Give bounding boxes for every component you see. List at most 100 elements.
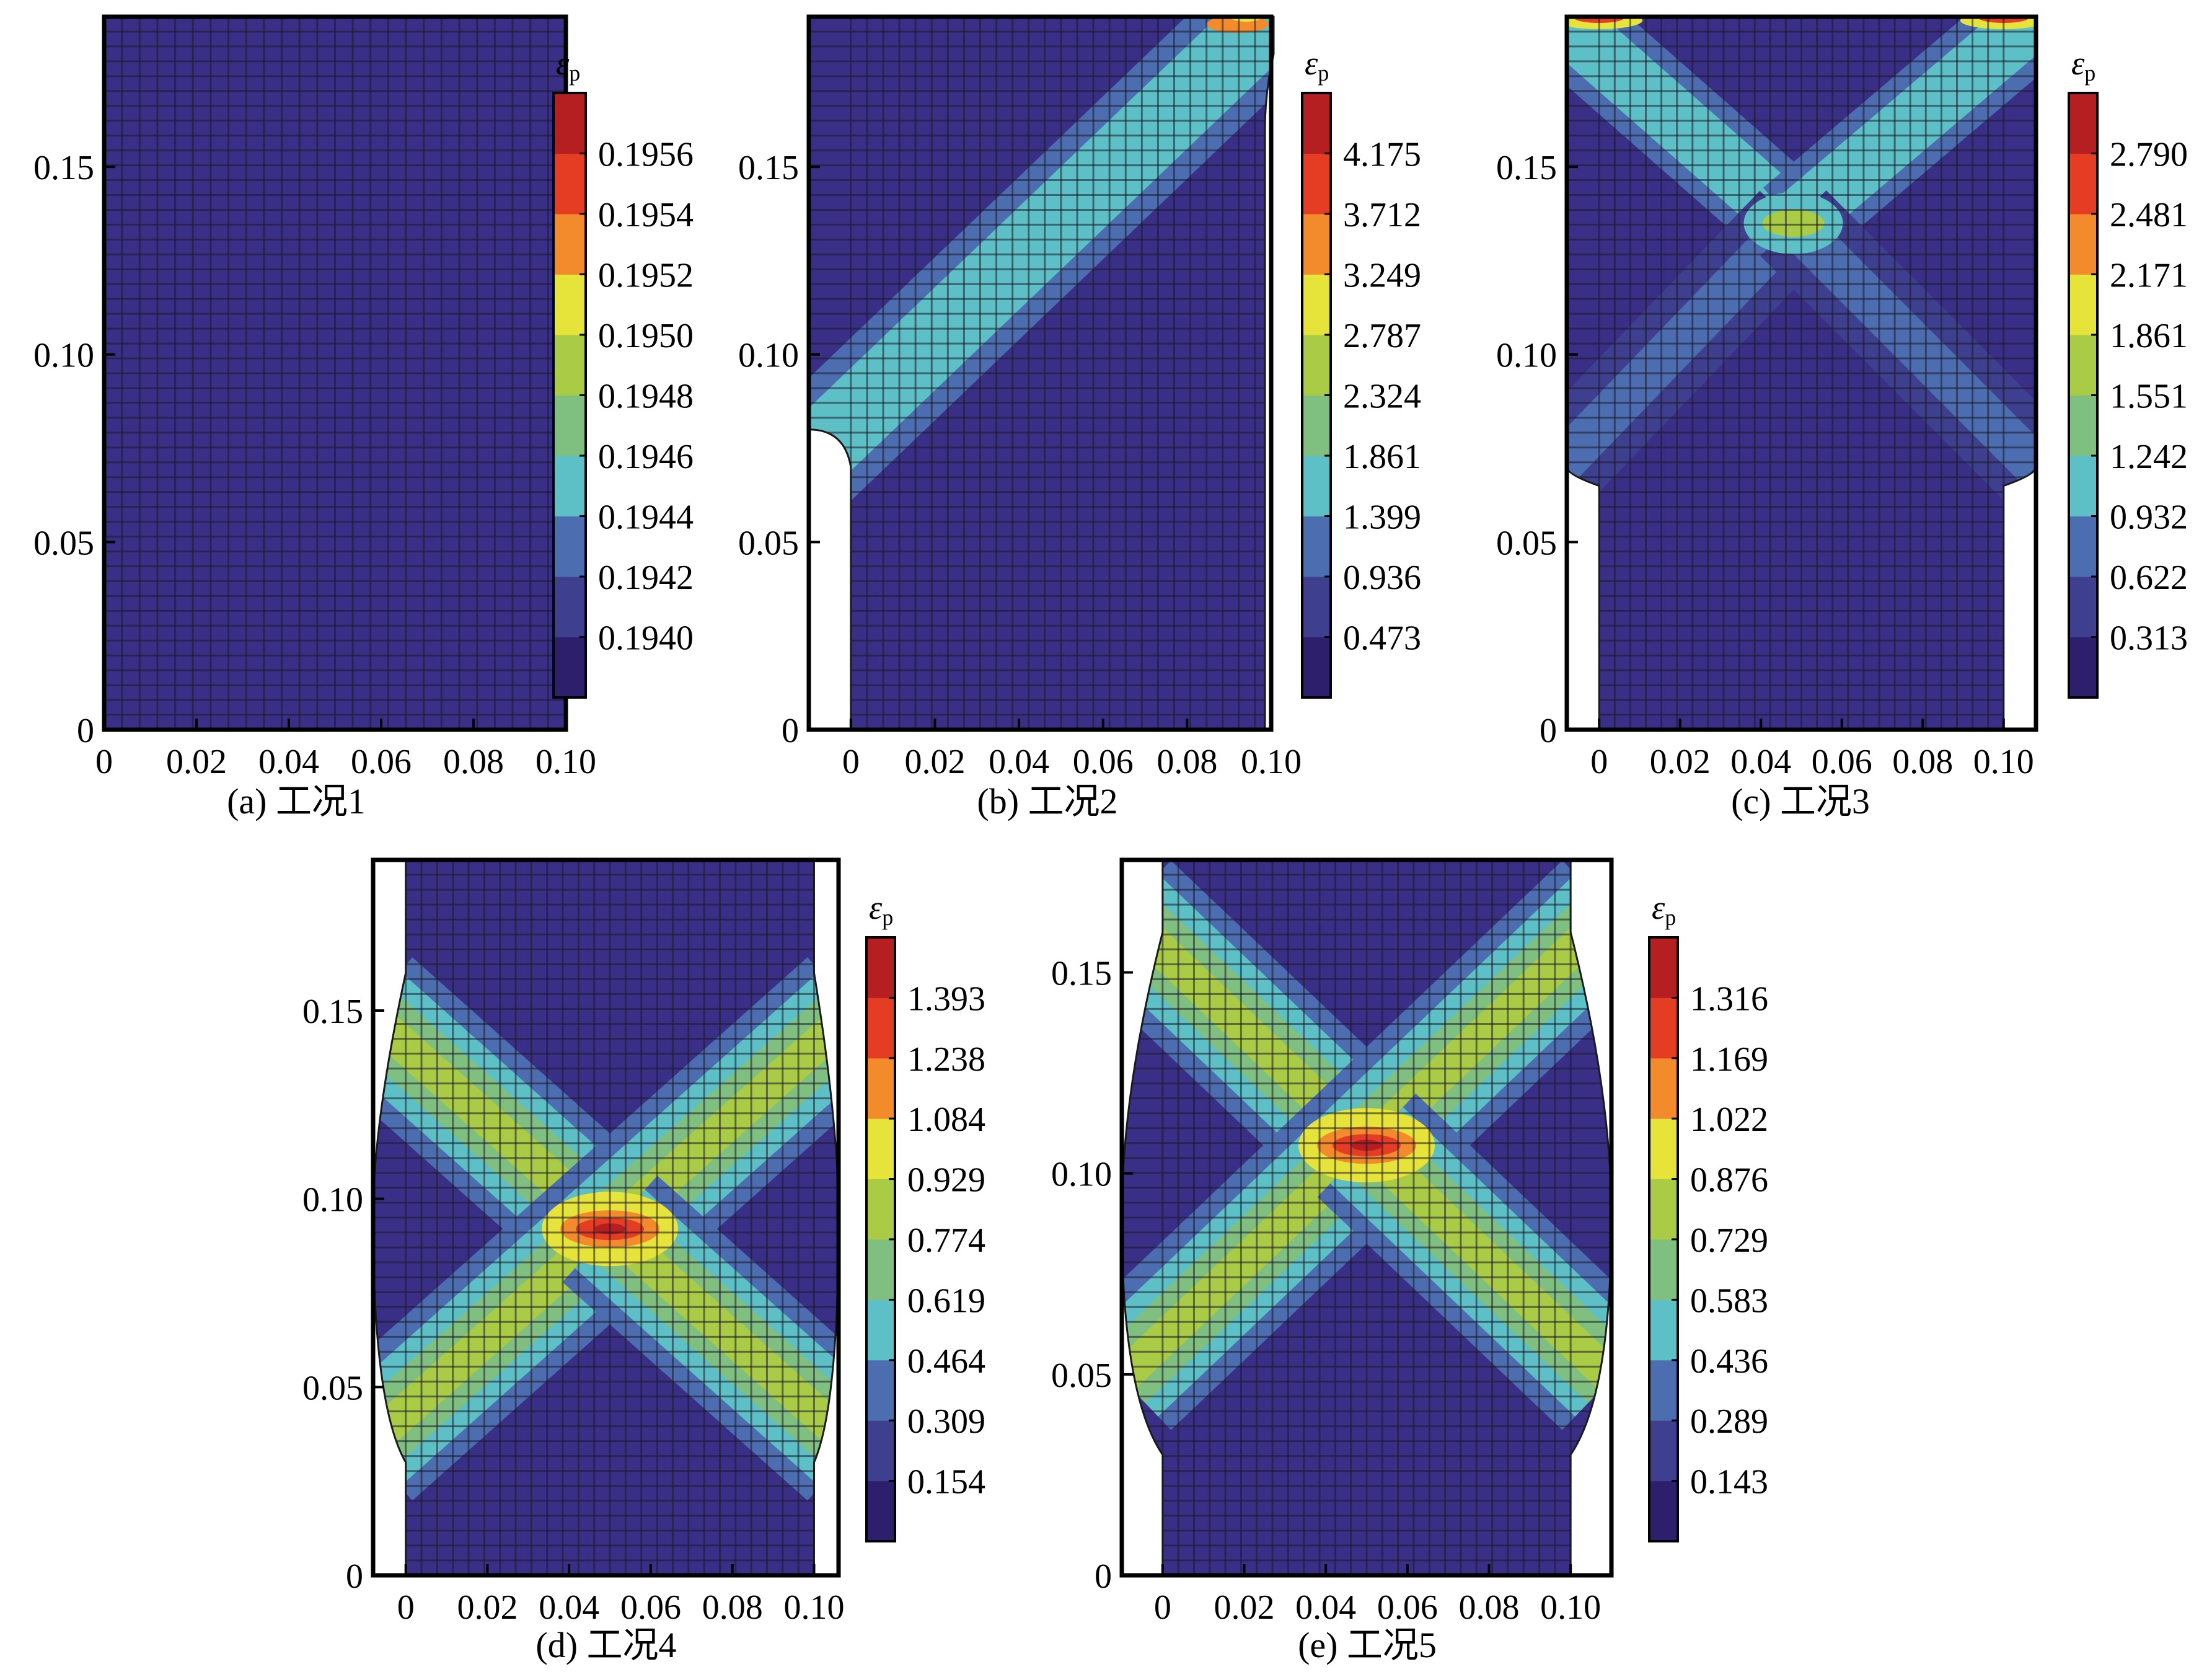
colorbar-segment [2069,335,2097,396]
colorbar-tick-label: 0.1946 [598,438,694,476]
y-tick-label: 0.10 [738,337,799,375]
colorbar-segment [553,516,586,577]
colorbar-segment [866,1480,895,1542]
colorbar-tick-label: 0.464 [907,1342,985,1381]
colorbar-segment [1649,998,1678,1059]
x-tick-label: 0.10 [1973,743,2034,781]
panel-caption: (c) 工况3 [1731,781,1870,821]
colorbar-segment [553,214,586,275]
colorbar-title-subscript: p [1318,61,1329,86]
x-tick-label: 0.02 [904,743,965,781]
colorbar-title-symbol: ε [869,889,883,926]
colorbar-segment [866,1058,895,1119]
colorbar-title-subscript: p [1665,905,1676,930]
colorbar-tick-label: 1.551 [2110,378,2188,416]
colorbar-tick-label: 0.583 [1690,1281,1768,1320]
x-tick-label: 0.10 [535,743,596,781]
x-tick-label: 0.06 [620,1588,681,1627]
colorbar-tick-label: 1.861 [2110,317,2188,355]
y-tick-label: 0 [1540,712,1557,750]
y-tick-label: 0.10 [33,337,94,375]
colorbar-segment [553,395,586,456]
colorbar-segment [553,153,586,215]
colorbar-tick-label: 0.143 [1690,1463,1768,1502]
colorbar: 0.313 0.622 0.932 1.242 1.551 1.861 2.171 2.481… [2068,45,2188,699]
colorbar-segment [2069,214,2097,275]
hot-spot [1230,17,1262,22]
panel-caption: (b) 工况2 [977,781,1117,821]
y-tick-label: 0.05 [1051,1356,1112,1395]
colorbar-segment [2069,395,2097,456]
shear-band [1778,208,2036,483]
colorbar-title: εp [556,45,580,86]
colorbar-segment [2069,274,2097,335]
colorbar-tick-label: 0.936 [1343,559,1421,597]
y-tick-label: 0.10 [1496,337,1557,375]
y-tick-label: 0 [782,712,799,750]
colorbar-tick-label: 2.787 [1343,317,1421,355]
colorbar-tick-label: 0.1952 [598,257,694,295]
colorbar-segment [1649,1179,1678,1240]
colorbar-tick-label: 1.169 [1690,1040,1768,1079]
y-tick-label: 0.15 [33,149,94,187]
colorbar-tick-label: 1.861 [1343,438,1421,476]
colorbar-tick-label: 0.876 [1690,1161,1768,1200]
x-tick-label: 0.08 [1157,743,1217,781]
x-tick-label: 0.04 [539,1588,599,1627]
colorbar-tick-label: 0.1956 [598,136,694,174]
colorbar-tick-label: 0.1950 [598,317,694,355]
hot-spot [1762,209,1825,237]
mesh-grid [104,17,566,730]
colorbar-tick-label: 1.399 [1343,498,1421,537]
colorbar-tick-label: 1.393 [907,980,985,1018]
colorbar-tick-label: 0.313 [2110,619,2188,658]
colorbar-tick-label: 4.175 [1343,136,1421,174]
colorbar-tick-label: 0.619 [907,1281,985,1320]
x-tick-label: 0.08 [443,743,504,781]
y-tick-label: 0.05 [33,524,94,562]
colorbar-segment [2069,516,2097,577]
colorbar-segment [1302,335,1331,396]
x-tick-label: 0.04 [989,743,1049,781]
y-tick-label: 0.10 [1051,1156,1112,1194]
x-tick-label: 0 [842,743,860,781]
y-tick-label: 0.15 [738,149,799,187]
colorbar-segment [2069,93,2097,154]
colorbar-segment [553,637,586,698]
x-tick-label: 0.04 [1295,1588,1356,1627]
colorbar-tick-label: 2.171 [2110,257,2188,295]
colorbar-segment [866,1239,895,1300]
colorbar-title-subscript: p [2084,61,2095,86]
colorbar-segment [1302,577,1331,637]
plot-frame [806,14,1274,732]
colorbar-tick-label: 1.084 [907,1100,985,1139]
colorbar-tick-label: 1.242 [2110,438,2188,476]
colorbar-tick-label: 0.729 [1690,1221,1768,1260]
colorbar-segment [866,1299,895,1361]
y-tick-label: 0.05 [302,1369,363,1407]
x-tick-label: 0.06 [1073,743,1134,781]
colorbar-segment [866,1360,895,1421]
colorbar-title-subscript: p [882,905,893,930]
colorbar-segment [1302,214,1331,275]
colorbar-title-symbol: ε [1652,889,1665,926]
colorbar: 0.473 0.936 1.399 1.861 2.324 2.787 3.249 3.712… [1301,45,1421,699]
colorbar-tick-label: 0.154 [907,1463,985,1502]
colorbar-tick-label: 2.324 [1343,378,1421,416]
colorbar-segment [1302,516,1331,577]
colorbar-segment [1649,1118,1678,1180]
colorbar-segment [2069,456,2097,516]
x-tick-label: 0.06 [1377,1588,1438,1627]
colorbar-tick-label: 1.238 [907,1040,985,1079]
x-tick-label: 0 [1154,1588,1171,1627]
colorbar: 0.1940 0.1942 0.1944 0.1946 0.1948 0.1950 0.19… [552,45,694,699]
plot-frame [1564,14,2038,732]
colorbar-tick-label: 2.481 [2110,196,2188,234]
y-tick-label: 0.05 [1496,524,1557,562]
colorbar-segment [1302,274,1331,335]
colorbar-segment [866,1118,895,1180]
panel-c: 0 0.02 0.04 0.06 0.08 0.10 0 0.05 0.10 0.15 (c) 工况… [1496,14,2188,821]
y-tick-label: 0 [1095,1557,1112,1596]
colorbar-tick-label: 0.1942 [598,559,694,597]
colorbar-segment [2069,637,2097,698]
